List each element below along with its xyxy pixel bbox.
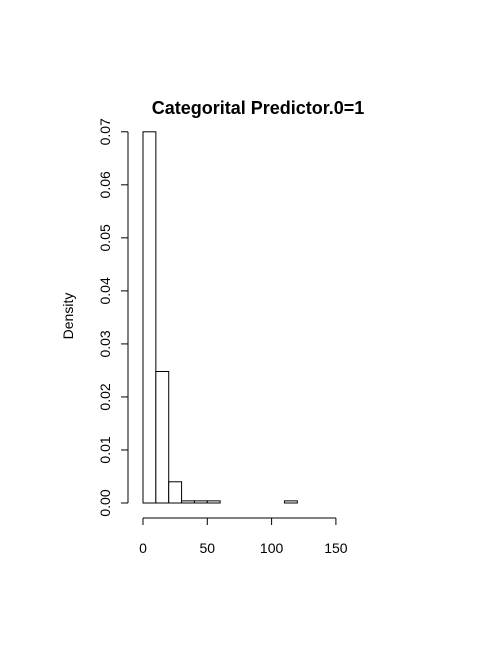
bars-group: [142, 131, 298, 504]
x-tick-label-1: 50: [200, 540, 216, 556]
histogram-bar-5: [206, 500, 221, 504]
histogram-bar-2: [168, 481, 183, 504]
x-axis: 0 50 100 150: [139, 517, 348, 556]
y-tick-label-4: 0.04: [97, 277, 113, 304]
y-tick-label-3: 0.03: [97, 330, 113, 357]
histogram-bar-0: [142, 131, 157, 504]
y-axis: 0.00 0.01 0.02 0.03 0.04 0.05 0.06 0.07: [97, 118, 129, 517]
y-tick-label-1: 0.01: [97, 436, 113, 463]
histogram-bar-3: [181, 500, 195, 504]
x-tick-label-2: 100: [260, 540, 284, 556]
x-tick-label-0: 0: [139, 540, 147, 556]
histogram-bar-4: [193, 500, 208, 504]
y-tick-label-6: 0.06: [97, 171, 113, 198]
y-tick-label-5: 0.05: [97, 224, 113, 251]
y-tick-label-7: 0.07: [97, 118, 113, 145]
x-tick-label-3: 150: [324, 540, 348, 556]
histogram-bar-11: [283, 500, 298, 504]
y-axis-title: Density: [60, 293, 76, 340]
chart-title: Categorital Predictor.0=1: [152, 98, 365, 118]
y-tick-label-0: 0.00: [97, 489, 113, 516]
histogram-bar-1: [155, 370, 170, 504]
y-tick-label-2: 0.02: [97, 383, 113, 410]
